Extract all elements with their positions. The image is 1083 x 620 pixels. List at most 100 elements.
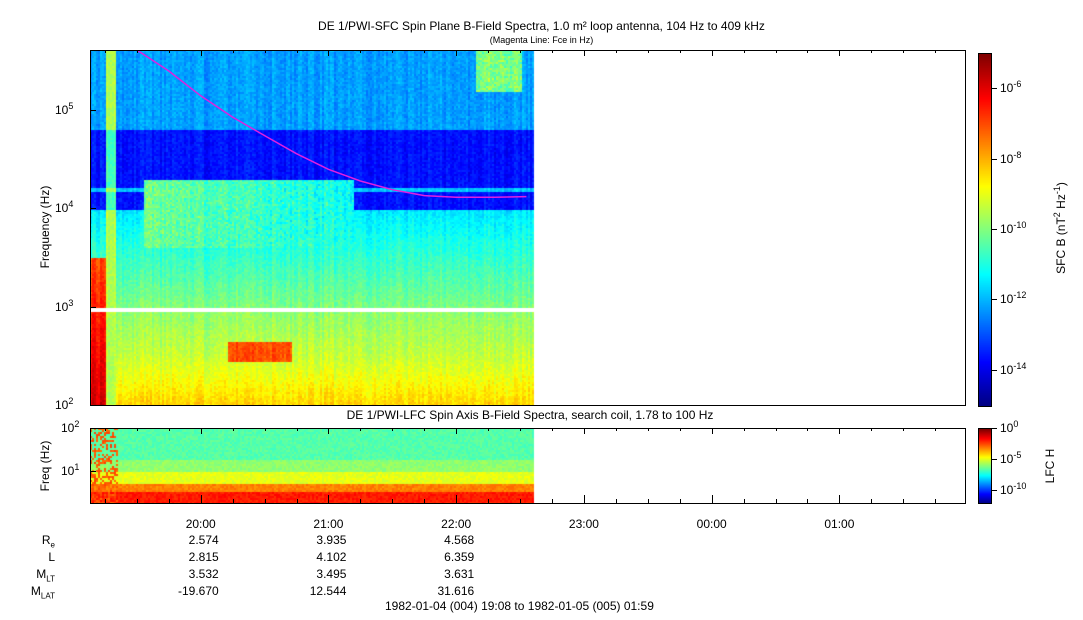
y-tick-label: 102: [55, 396, 74, 412]
x-tick: [168, 50, 170, 53]
colorbar-tick-label: 10-14: [1000, 360, 1027, 377]
colorbar-tick-label: 10-10: [1000, 220, 1027, 236]
x-tick: [615, 50, 617, 53]
x-tick: [679, 428, 681, 431]
x-tick: [711, 495, 713, 503]
y-tick-label: 103: [55, 297, 74, 314]
x-tick: [200, 50, 202, 56]
x-tick: [807, 428, 809, 431]
x-tick: [775, 50, 777, 53]
x-tick: [711, 50, 713, 56]
ephemeris-value: 12.544: [309, 584, 347, 598]
x-tick: [328, 50, 330, 56]
x-tick: [104, 499, 106, 503]
x-tick: [520, 499, 522, 503]
x-tick: [360, 428, 362, 431]
x-tick-label: 22:00: [441, 517, 472, 531]
x-tick: [232, 499, 234, 503]
x-tick: [232, 50, 234, 53]
x-tick: [839, 428, 841, 434]
sfc-colorbar-label: SFC B (nT2 Hz-1): [1052, 182, 1068, 274]
x-tick: [264, 50, 266, 53]
ephemeris-value: 3.631: [444, 567, 475, 581]
y-tick: [90, 428, 96, 429]
x-tick: [264, 428, 266, 431]
y-tick-label: 101: [61, 461, 80, 478]
x-tick: [871, 428, 873, 431]
y-tick: [90, 110, 96, 112]
x-tick: [903, 499, 905, 503]
ephemeris-label: L: [48, 550, 55, 564]
x-tick: [520, 50, 522, 53]
y-tick: [90, 208, 96, 210]
x-tick: [360, 50, 362, 53]
sfc-spectrogram: [90, 50, 965, 405]
x-tick: [296, 50, 298, 53]
x-tick-label: 01:00: [824, 517, 855, 531]
x-tick-label: 21:00: [313, 517, 344, 531]
x-tick: [200, 495, 202, 503]
x-tick: [679, 50, 681, 53]
x-tick: [807, 499, 809, 503]
x-tick: [328, 495, 330, 503]
x-tick: [424, 50, 426, 53]
top-panel-frame: [90, 50, 966, 406]
x-tick: [488, 499, 490, 503]
x-tick: [615, 428, 617, 431]
x-tick: [743, 50, 745, 53]
x-tick: [839, 495, 841, 503]
x-tick: [488, 50, 490, 53]
y-tick-label: 102: [61, 419, 80, 435]
x-tick: [583, 428, 585, 434]
colorbar-tick: [991, 369, 997, 371]
ephemeris-value: 2.574: [188, 533, 219, 547]
x-tick: [647, 499, 649, 503]
x-tick: [392, 499, 394, 503]
top-panel-title: DE 1/PWI-SFC Spin Plane B-Field Spectra,…: [318, 19, 765, 33]
time-range: 1982-01-04 (004) 19:08 to 1982-01-05 (00…: [385, 599, 654, 613]
x-tick: [903, 428, 905, 431]
x-tick: [232, 428, 234, 431]
colorbar-tick-label: 10-6: [1000, 79, 1022, 96]
x-tick: [424, 499, 426, 503]
x-tick: [775, 428, 777, 431]
ephemeris-value: 3.495: [316, 567, 347, 581]
x-tick: [168, 428, 170, 431]
x-tick: [264, 499, 266, 503]
x-tick: [871, 499, 873, 503]
x-tick: [775, 499, 777, 503]
bottom-panel-title: DE 1/PWI-LFC Spin Axis B-Field Spectra, …: [346, 408, 714, 422]
ephemeris-label: MLAT: [30, 584, 55, 601]
fce-line-layer: [136, 50, 527, 198]
x-tick: [743, 428, 745, 431]
bottom-y-label: Freq (Hz): [38, 440, 52, 492]
colorbar-tick-label: 10-8: [1000, 149, 1022, 166]
x-tick: [424, 428, 426, 431]
x-tick: [807, 50, 809, 53]
colorbar-tick-label: 10-12: [1000, 290, 1027, 307]
colorbar-tick: [991, 88, 997, 90]
x-tick: [647, 428, 649, 431]
ephemeris-label: Re: [41, 533, 55, 550]
lfc-colorbar: [978, 428, 992, 504]
ephemeris-value: 4.568: [444, 533, 475, 547]
y-tick-label: 105: [55, 101, 74, 118]
x-tick: [456, 428, 458, 434]
x-tick: [935, 499, 937, 503]
bottom-panel-frame: [90, 428, 966, 504]
x-tick: [456, 50, 458, 56]
x-tick: [136, 50, 138, 53]
x-tick: [615, 499, 617, 503]
x-tick: [551, 499, 553, 503]
sfc-colorbar: [978, 53, 992, 407]
x-tick: [136, 499, 138, 503]
colorbar-tick: [991, 229, 997, 230]
x-tick: [392, 50, 394, 53]
x-tick: [104, 50, 106, 53]
x-tick: [456, 495, 458, 503]
x-tick: [583, 495, 585, 503]
x-tick: [903, 50, 905, 53]
x-tick: [488, 428, 490, 431]
y-tick: [90, 470, 96, 472]
colorbar-tick: [991, 428, 997, 429]
